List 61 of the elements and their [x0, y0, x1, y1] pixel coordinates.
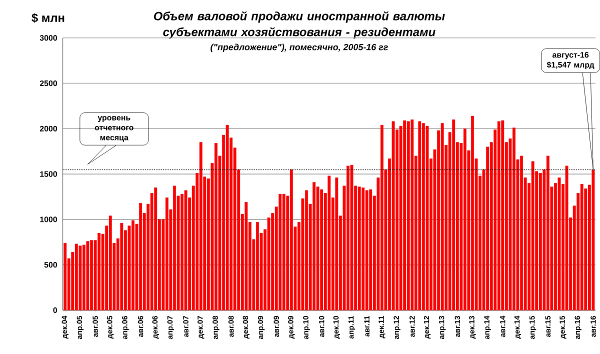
bar — [82, 244, 86, 310]
bar — [501, 120, 504, 310]
bar — [418, 121, 422, 310]
chart-title: Объем валовой продажи иностранной валюты субъектами хозяйствования - резидентами — [154, 11, 445, 39]
bar — [305, 190, 308, 310]
bar — [256, 222, 259, 310]
bar — [226, 124, 229, 310]
bar — [278, 194, 282, 310]
bar — [120, 222, 124, 310]
text: ("предложение"), помесячно, 2005-16 гг — [210, 44, 388, 52]
bar — [90, 240, 93, 310]
bar — [108, 216, 112, 310]
bar — [362, 188, 365, 310]
bar — [165, 198, 168, 310]
bar — [350, 164, 354, 310]
text: $ млн — [32, 13, 64, 23]
bar — [406, 121, 410, 310]
bar — [471, 116, 474, 310]
bar — [335, 178, 338, 310]
bar — [74, 244, 78, 310]
bar — [365, 190, 368, 310]
bar — [180, 194, 184, 310]
bar — [139, 202, 142, 310]
bar — [426, 126, 429, 310]
bar — [410, 119, 414, 310]
bar — [512, 128, 516, 310]
bar — [463, 128, 466, 310]
bar — [86, 241, 90, 310]
bar — [64, 242, 67, 310]
bar — [440, 123, 444, 310]
bar — [580, 184, 584, 310]
bar — [290, 169, 293, 310]
bar — [497, 121, 500, 310]
bar — [558, 178, 561, 310]
bar — [244, 202, 248, 310]
bar — [98, 232, 101, 310]
bar — [565, 166, 568, 310]
bar — [592, 170, 595, 310]
bar — [422, 123, 425, 310]
bar — [154, 188, 158, 310]
bar — [199, 142, 202, 310]
bar — [403, 120, 406, 310]
bar — [380, 124, 384, 310]
bar — [184, 190, 188, 310]
bar — [282, 194, 286, 310]
bar — [546, 156, 550, 310]
bar — [369, 189, 372, 310]
bar — [531, 161, 534, 310]
bar — [173, 186, 176, 310]
bar — [452, 119, 456, 310]
bar — [312, 182, 316, 310]
bar — [132, 220, 134, 310]
bar — [78, 246, 82, 310]
bar — [328, 176, 331, 310]
bar — [346, 166, 350, 310]
bar — [214, 143, 218, 310]
bar — [320, 189, 324, 310]
bar — [358, 186, 361, 310]
bar — [392, 121, 395, 310]
bar — [538, 173, 542, 310]
bar — [520, 156, 523, 310]
